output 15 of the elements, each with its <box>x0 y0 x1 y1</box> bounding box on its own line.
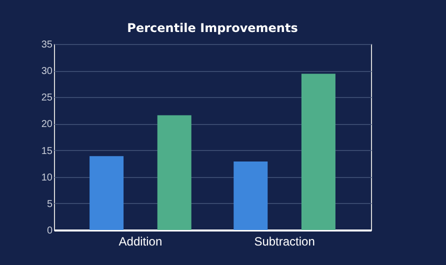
x-tick-label: Addition <box>118 234 162 248</box>
y-tick-label: 25 <box>41 92 53 104</box>
bar <box>234 161 268 230</box>
bar <box>157 115 192 230</box>
y-tick-label: 20 <box>41 119 53 130</box>
bar <box>301 74 336 230</box>
y-tick-label: 10 <box>41 172 53 184</box>
y-tick-label: 5 <box>46 198 53 210</box>
y-tick-label: 30 <box>41 66 53 78</box>
y-tick-label: 35 <box>41 40 53 50</box>
x-tick-label: Subtraction <box>254 234 315 248</box>
bar <box>90 156 124 230</box>
chart-title: Percentile Improvements <box>127 21 298 35</box>
y-tick-label: 0 <box>46 226 53 236</box>
y-tick-label: 15 <box>41 146 53 157</box>
